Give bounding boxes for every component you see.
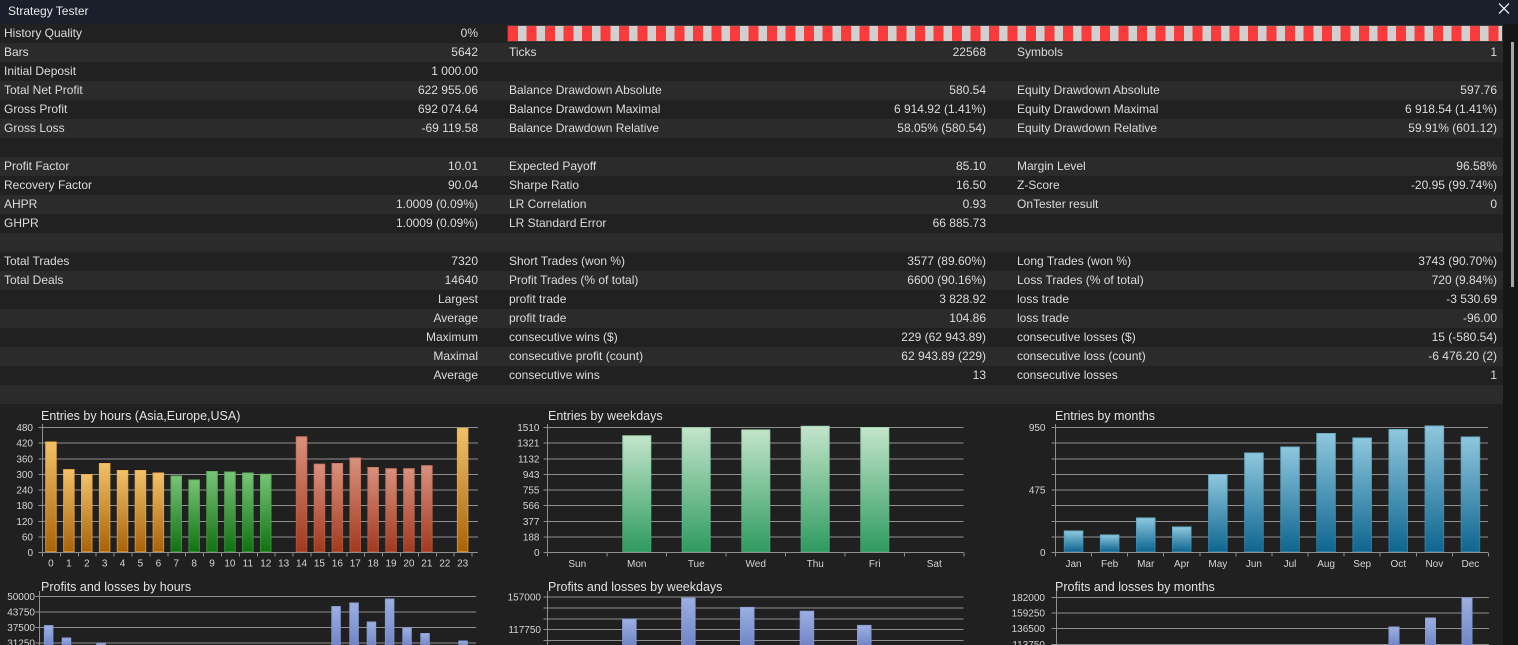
- svg-text:Fri: Fri: [869, 559, 881, 570]
- svg-text:Entries by hours (Asia,Europe,: Entries by hours (Asia,Europe,USA): [41, 409, 240, 423]
- svg-text:182000: 182000: [1012, 593, 1046, 604]
- svg-text:1: 1: [66, 559, 72, 570]
- svg-text:180: 180: [16, 501, 33, 512]
- svg-text:37500: 37500: [7, 623, 35, 634]
- svg-text:113750: 113750: [1012, 640, 1045, 645]
- svg-text:19: 19: [385, 559, 397, 570]
- svg-text:43750: 43750: [7, 608, 35, 619]
- svg-text:188: 188: [523, 532, 540, 543]
- svg-text:Feb: Feb: [1101, 559, 1119, 570]
- svg-text:May: May: [1208, 559, 1227, 570]
- svg-text:6: 6: [156, 559, 162, 570]
- svg-text:14: 14: [296, 559, 308, 570]
- svg-text:159250: 159250: [1012, 609, 1046, 620]
- svg-text:Tue: Tue: [688, 559, 705, 570]
- svg-text:Mon: Mon: [627, 559, 646, 570]
- svg-text:117750: 117750: [508, 625, 541, 636]
- svg-text:0: 0: [534, 548, 540, 559]
- svg-text:0: 0: [48, 559, 54, 570]
- svg-text:Jul: Jul: [1284, 559, 1297, 570]
- svg-text:0: 0: [1040, 548, 1046, 559]
- svg-text:11: 11: [243, 559, 254, 570]
- svg-text:4: 4: [120, 559, 126, 570]
- svg-text:Apr: Apr: [1174, 559, 1190, 570]
- svg-text:Entries by months: Entries by months: [1055, 409, 1155, 423]
- svg-text:943: 943: [523, 470, 540, 481]
- svg-text:Thu: Thu: [807, 559, 824, 570]
- svg-text:1510: 1510: [517, 423, 540, 434]
- svg-text:240: 240: [16, 486, 33, 497]
- svg-text:Wed: Wed: [746, 559, 766, 570]
- svg-text:Profits and losses by weekdays: Profits and losses by weekdays: [548, 580, 722, 594]
- svg-text:Nov: Nov: [1425, 559, 1443, 570]
- svg-text:18: 18: [368, 559, 380, 570]
- svg-text:Profits and losses by months: Profits and losses by months: [1055, 580, 1215, 594]
- svg-text:17: 17: [350, 559, 362, 570]
- svg-text:Sun: Sun: [568, 559, 586, 570]
- svg-text:21: 21: [421, 559, 433, 570]
- svg-text:Jan: Jan: [1065, 559, 1081, 570]
- svg-text:9: 9: [209, 559, 215, 570]
- svg-text:13: 13: [278, 559, 290, 570]
- svg-text:Entries by weekdays: Entries by weekdays: [548, 409, 663, 423]
- svg-text:120: 120: [16, 517, 33, 528]
- svg-text:7: 7: [173, 559, 179, 570]
- svg-text:Profits and losses by hours: Profits and losses by hours: [41, 580, 191, 594]
- svg-text:420: 420: [16, 439, 33, 450]
- svg-text:566: 566: [523, 501, 540, 512]
- svg-text:22: 22: [439, 559, 451, 570]
- svg-text:1132: 1132: [518, 454, 540, 465]
- svg-text:12: 12: [260, 559, 272, 570]
- svg-text:Sep: Sep: [1353, 559, 1371, 570]
- svg-text:755: 755: [523, 486, 540, 497]
- svg-text:Dec: Dec: [1462, 559, 1480, 570]
- svg-text:8: 8: [191, 559, 197, 570]
- svg-text:10: 10: [224, 559, 236, 570]
- svg-text:3: 3: [102, 559, 108, 570]
- svg-text:377: 377: [523, 517, 540, 528]
- svg-text:Oct: Oct: [1390, 559, 1406, 570]
- svg-text:480: 480: [16, 423, 33, 434]
- svg-text:15: 15: [314, 559, 326, 570]
- svg-text:2: 2: [84, 559, 90, 570]
- svg-text:23: 23: [457, 559, 469, 570]
- svg-text:475: 475: [1029, 486, 1046, 497]
- svg-text:16: 16: [332, 559, 344, 570]
- svg-text:300: 300: [16, 470, 33, 481]
- svg-text:31250: 31250: [7, 639, 35, 645]
- svg-text:60: 60: [22, 532, 34, 543]
- svg-text:0: 0: [27, 548, 33, 559]
- svg-text:Mar: Mar: [1137, 559, 1155, 570]
- svg-text:Jun: Jun: [1246, 559, 1262, 570]
- svg-text:50000: 50000: [7, 592, 35, 603]
- svg-text:Aug: Aug: [1317, 559, 1335, 570]
- svg-text:136500: 136500: [1012, 624, 1046, 635]
- svg-text:5: 5: [138, 559, 144, 570]
- svg-text:Sat: Sat: [927, 559, 942, 570]
- svg-text:20: 20: [403, 559, 415, 570]
- svg-text:1321: 1321: [517, 439, 540, 450]
- svg-text:950: 950: [1029, 423, 1046, 434]
- svg-text:360: 360: [16, 454, 33, 465]
- svg-text:157000: 157000: [508, 593, 542, 604]
